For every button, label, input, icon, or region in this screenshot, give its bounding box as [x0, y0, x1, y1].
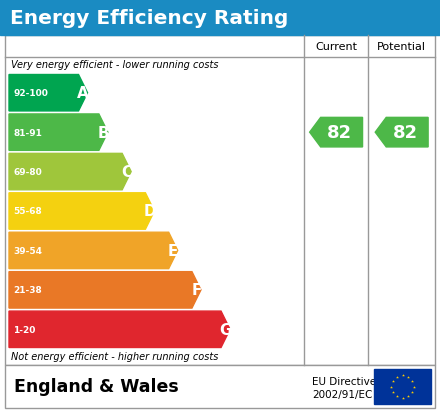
Text: 21-38: 21-38 [13, 286, 42, 294]
Text: G: G [219, 322, 232, 337]
Polygon shape [9, 233, 178, 269]
Text: Very energy efficient - lower running costs: Very energy efficient - lower running co… [11, 60, 219, 70]
Bar [5, 36, 435, 365]
Text: Energy Efficiency Rating: Energy Efficiency Rating [10, 9, 288, 27]
Text: 81-91: 81-91 [13, 128, 42, 137]
Polygon shape [9, 115, 108, 151]
Text: 2002/91/EC: 2002/91/EC [312, 389, 372, 399]
Text: 39-54: 39-54 [13, 246, 42, 255]
Text: 69-80: 69-80 [13, 168, 42, 177]
Text: Current: Current [315, 42, 357, 52]
Polygon shape [310, 118, 363, 147]
Text: E: E [168, 243, 178, 258]
Polygon shape [9, 193, 154, 230]
Text: 82: 82 [392, 124, 418, 142]
Bar [5, 365, 435, 408]
Polygon shape [375, 118, 428, 147]
Text: 55-68: 55-68 [13, 207, 42, 216]
Polygon shape [9, 272, 201, 309]
Text: EU Directive: EU Directive [312, 376, 376, 387]
Polygon shape [9, 154, 131, 190]
Text: D: D [143, 204, 156, 219]
Bar [374, 369, 431, 404]
Text: 1-20: 1-20 [13, 325, 35, 334]
Bar [0, 0, 440, 36]
Text: A: A [77, 86, 89, 101]
Text: F: F [191, 282, 202, 298]
Text: Potential: Potential [377, 42, 426, 52]
Text: C: C [121, 165, 132, 180]
Polygon shape [9, 75, 88, 112]
Text: Not energy efficient - higher running costs: Not energy efficient - higher running co… [11, 351, 218, 361]
Text: 92-100: 92-100 [13, 89, 48, 98]
Polygon shape [9, 311, 230, 348]
Text: 82: 82 [327, 124, 352, 142]
Text: B: B [98, 125, 109, 140]
Text: England & Wales: England & Wales [14, 377, 179, 396]
